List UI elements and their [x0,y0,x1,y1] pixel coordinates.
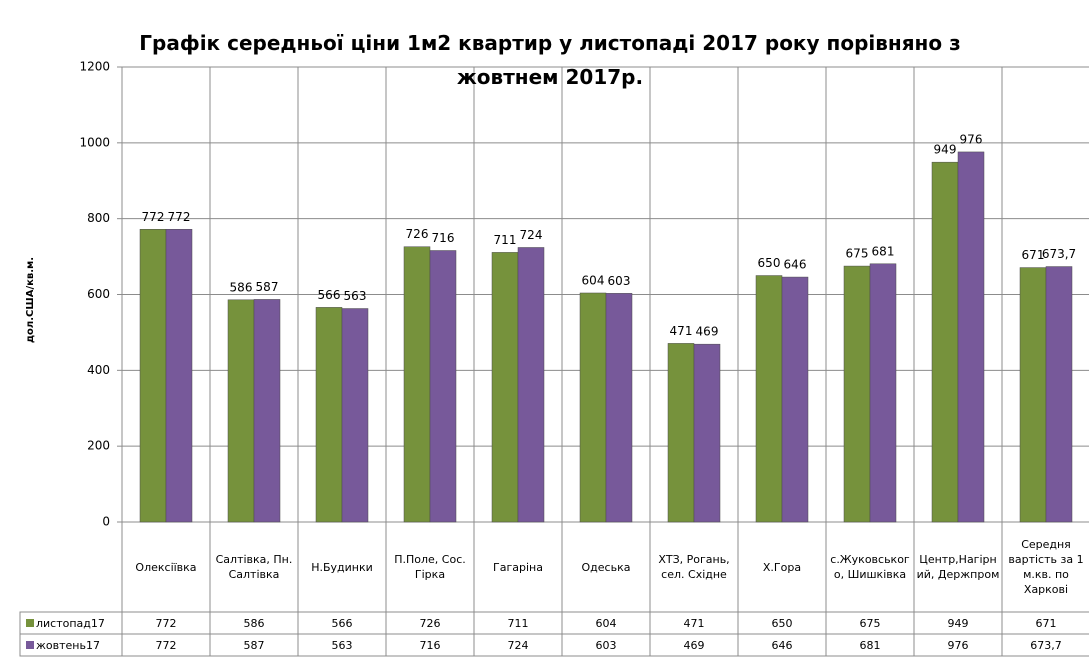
x-tick-label: Олексіївка [135,560,197,574]
data-label: 976 [960,132,983,146]
bar [139,229,167,523]
y-tick-label: 400 [87,363,110,377]
data-label: 772 [142,210,165,224]
x-tick-label: Н.Будинки [311,560,373,574]
bar [253,299,281,523]
bar [755,275,783,523]
data-label: 716 [432,231,455,245]
bar [1045,266,1073,523]
table-cell: 566 [331,616,353,630]
x-tick-label: Середня вартість за 1 м.кв. по Харкові [1008,538,1084,596]
data-label: 949 [934,143,957,157]
x-tick-label: П.Поле, Сос. Гірка [394,553,466,581]
x-tick-label: с.Жуковського, Шишківка [830,553,910,581]
bar [341,308,369,523]
table-cell: 673,7 [1030,638,1062,652]
bar [403,246,431,523]
x-tick-label: Х.Гора [762,560,802,574]
table-cell: 646 [771,638,793,652]
table-cell: 671 [1035,616,1057,630]
table-cell: 586 [243,616,265,630]
bar [957,151,985,523]
table-cell: 772 [155,638,177,652]
data-label: 566 [318,288,341,302]
bar [843,265,871,523]
bar [315,307,343,523]
x-tick-label: Одеська [581,560,631,574]
x-tick-label: Салтівка, Пн. Салтівка [215,553,293,581]
y-axis-label: дол.США/кв.м. [25,257,36,343]
data-label: 603 [608,274,631,288]
data-label: 469 [696,325,719,339]
data-label: 675 [846,247,869,261]
legend-entry: листопад17 [36,616,105,630]
bar [491,252,519,523]
bar [227,299,255,523]
table-cell: 603 [595,638,617,652]
x-tick-label: ХТЗ, Рогань, сел. Східне [658,553,730,581]
y-tick-label: 1000 [79,135,110,149]
y-tick-label: 800 [87,211,110,225]
legend-key [26,619,34,627]
table-cell: 471 [683,616,705,630]
table-cell: 949 [947,616,969,630]
bar [165,229,193,523]
data-label: 471 [670,324,693,338]
data-label: 681 [872,244,895,258]
y-tick-label: 600 [87,287,110,301]
data-label: 586 [230,280,253,294]
table-cell: 681 [859,638,881,652]
table-cell: 469 [683,638,705,652]
data-label: 671 [1022,248,1045,262]
bar [693,343,721,523]
table-cell: 675 [859,616,881,630]
data-label: 726 [406,227,429,241]
table-cell: 650 [771,616,793,630]
data-label: 604 [582,273,605,287]
table-cell: 726 [419,616,441,630]
data-label: 563 [344,289,367,303]
table-cell: 976 [947,638,969,652]
x-tick-label: Гагаріна [493,560,543,574]
table-cell: 772 [155,616,177,630]
x-tick-label: Центр,Нагірний, Держпром [916,553,1000,581]
data-label: 711 [494,233,517,247]
data-label: 587 [256,280,279,294]
data-label: 646 [784,258,807,272]
bar [517,247,545,523]
bar [605,293,633,523]
table-cell: 587 [243,638,265,652]
bar [667,343,695,523]
table-cell: 716 [419,638,441,652]
data-label: 673,7 [1042,247,1076,261]
chart-title: Графік середньої ціни 1м2 квартир у лист… [139,31,961,89]
bar [579,292,607,523]
bar [429,250,457,523]
y-tick-label: 0 [102,515,110,529]
table-cell: 604 [595,616,617,630]
bar [931,161,959,523]
table-cell: 724 [507,638,529,652]
bar [869,263,897,523]
bar [1019,267,1047,523]
data-label: 724 [520,228,543,242]
table-cell: 563 [331,638,353,652]
bar [781,276,809,523]
y-tick-label: 1200 [79,60,110,74]
data-label: 650 [758,256,781,270]
legend-key [26,641,34,649]
data-label: 772 [168,210,191,224]
legend-entry: жовтень17 [36,638,100,652]
y-tick-label: 200 [87,439,110,453]
table-cell: 711 [507,616,529,630]
